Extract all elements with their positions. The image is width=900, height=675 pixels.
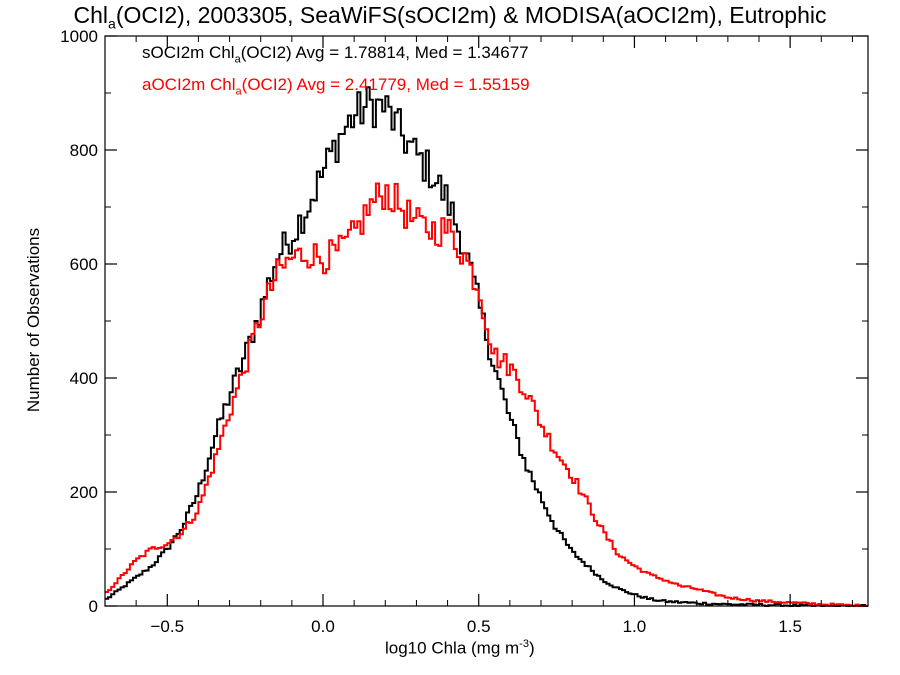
y-tick-label: 400: [70, 369, 98, 388]
x-tick-label: −0.5: [151, 617, 185, 636]
y-tick-label: 0: [89, 597, 98, 616]
legend-entry-red: aOCI2m Chla(OCI2) Avg = 2.41779, Med = 1…: [142, 75, 530, 98]
series-line-1: [105, 182, 868, 607]
x-axis-label: log10 Chla (mg m-3): [385, 638, 535, 658]
chart-title: Chla(OCI2), 2003305, SeaWiFS(sOCI2m) & M…: [73, 2, 827, 32]
y-tick-label: 800: [70, 141, 98, 160]
series-line-0: [105, 86, 868, 607]
y-tick-label: 600: [70, 255, 98, 274]
y-tick-label: 1000: [60, 27, 98, 46]
ticks-layer: −0.5 0.0 0.5 1.0 1.5 0 200 400 600 800 1000: [60, 27, 868, 636]
x-tick-label: 0.0: [311, 617, 335, 636]
series-layer: [105, 86, 868, 607]
legend-entry-black: sOCI2m Chla(OCI2) Avg = 1.78814, Med = 1…: [142, 43, 529, 66]
y-axis-label: Number of Observations: [24, 227, 43, 413]
plot-frame: [104, 35, 869, 607]
y-tick-label: 200: [70, 483, 98, 502]
x-tick-label: 1.0: [623, 617, 647, 636]
x-tick-label: 0.5: [467, 617, 491, 636]
x-tick-label: 1.5: [778, 617, 802, 636]
